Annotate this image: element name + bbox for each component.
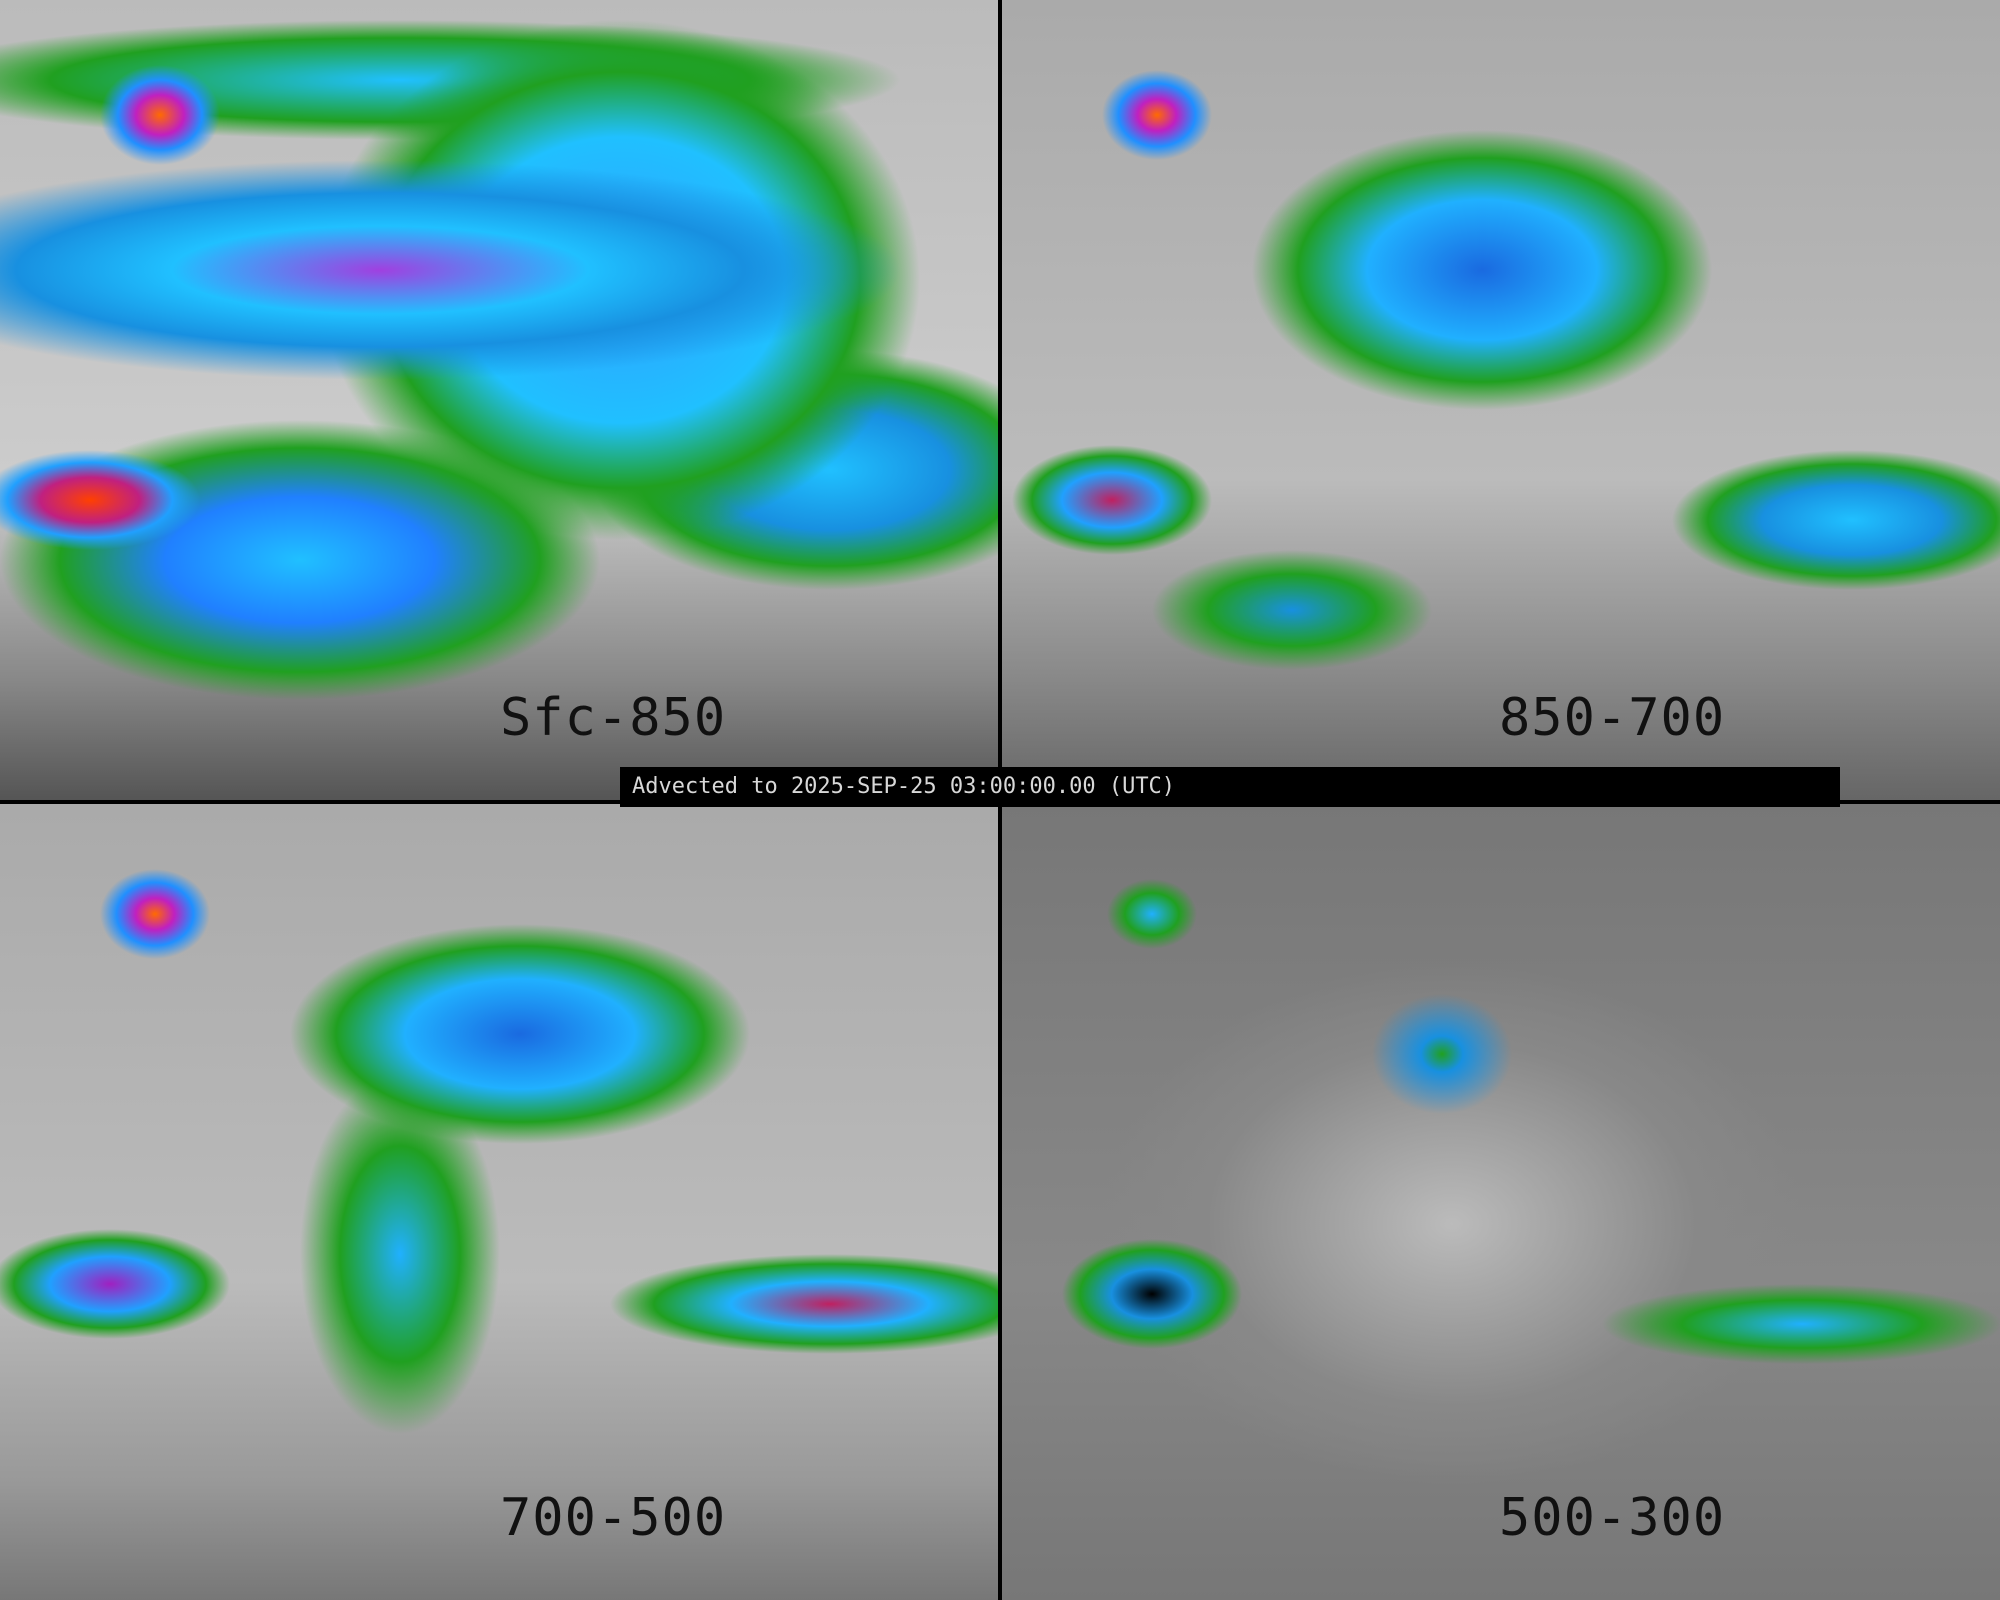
panel-500-300: 500-300	[1002, 804, 2000, 1600]
panel-label: Sfc-850	[500, 688, 727, 748]
panel-label: 850-700	[1499, 688, 1726, 748]
panel-700-500: 700-500	[0, 804, 998, 1600]
panel-label: 700-500	[500, 1488, 727, 1548]
panel-850-700: 850-700	[1002, 0, 2000, 800]
panel-sfc-850: Sfc-850	[0, 0, 998, 800]
time-banner-text: Advected to 2025-SEP-25 03:00:00.00 (UTC…	[632, 774, 1176, 799]
time-banner: Advected to 2025-SEP-25 03:00:00.00 (UTC…	[620, 767, 1840, 807]
panel-label: 500-300	[1499, 1488, 1726, 1548]
